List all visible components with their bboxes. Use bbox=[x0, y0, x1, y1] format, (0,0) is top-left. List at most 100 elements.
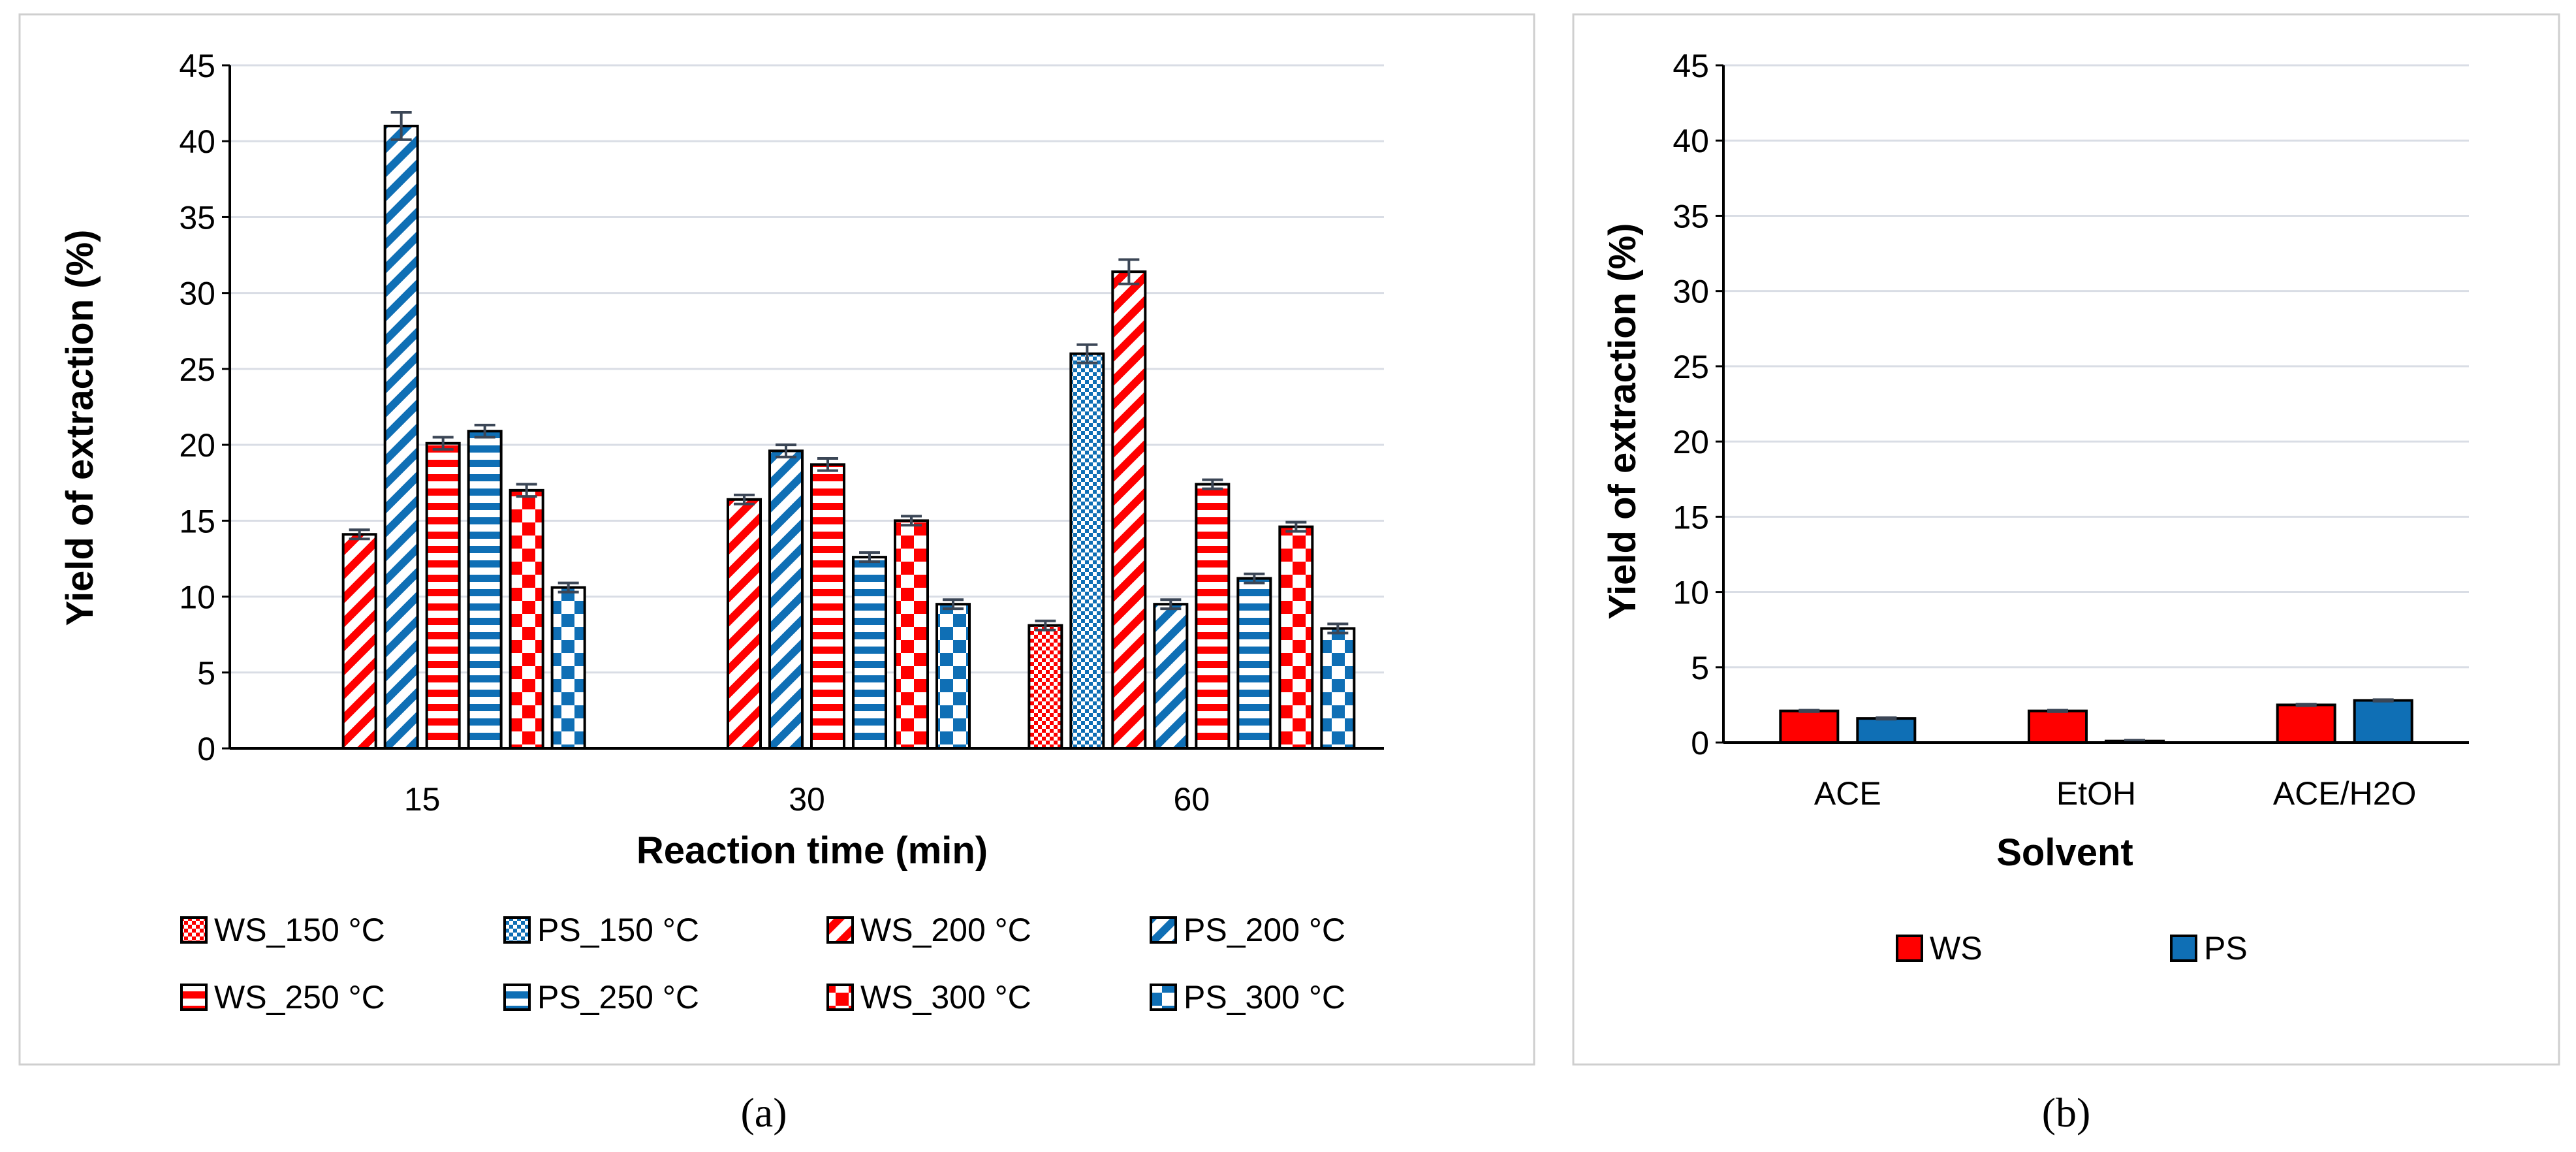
pa-error-bar-ps-300-c-15 bbox=[558, 581, 579, 594]
pa-legend-label-ps-250-c: PS_250 °C bbox=[537, 979, 699, 1016]
pa-y-tick-20: 20 bbox=[179, 427, 215, 464]
pa-y-tick-25: 25 bbox=[179, 351, 215, 388]
pb-y-tick-25: 25 bbox=[1673, 349, 1709, 385]
pa-error-bar-ws-300-c-30 bbox=[901, 515, 922, 527]
pa-legend-label-ps-200-c: PS_200 °C bbox=[1184, 912, 1345, 948]
pa-error-bar-ws-250-c-60 bbox=[1202, 478, 1223, 490]
pb-error-bar-ps-ace-h2o bbox=[2372, 698, 2394, 703]
panel-a-y-tick-labels: 0 5 10 15 20 25 30 35 40 45 bbox=[179, 48, 215, 767]
pa-legend-swatch-ws-200-c bbox=[826, 916, 854, 944]
pa-bar-ps-200-c-60 bbox=[1153, 603, 1189, 750]
pa-y-tick-35: 35 bbox=[179, 199, 215, 236]
pb-y-tick-10: 10 bbox=[1673, 575, 1709, 611]
pa-bar-ps-300-c-60 bbox=[1320, 627, 1356, 750]
panel-b-legend: WS PS bbox=[1896, 930, 2248, 967]
pb-x-tick-ace: ACE bbox=[1814, 775, 1881, 812]
pa-error-bar-ps-250-c-30 bbox=[859, 551, 880, 564]
pa-legend-swatch-ps-300-c bbox=[1150, 984, 1177, 1011]
pa-bar-ps-300-c-15 bbox=[550, 586, 586, 750]
pb-legend-item-ws: WS bbox=[1896, 930, 1983, 967]
pb-y-tick-30: 30 bbox=[1673, 274, 1709, 310]
pb-bar-ws-ace bbox=[1779, 709, 1840, 744]
pa-error-bar-ws-250-c-30 bbox=[817, 457, 838, 472]
pa-bar-ps-250-c-60 bbox=[1236, 577, 1272, 750]
pa-legend-label-ws-300-c: WS_300 °C bbox=[860, 979, 1031, 1016]
panel-b-frame bbox=[1572, 13, 2560, 1066]
pa-bar-ps-200-c-30 bbox=[768, 449, 804, 750]
pa-y-tick-30: 30 bbox=[179, 276, 215, 312]
pb-error-bar-ws-ace-h2o bbox=[2295, 703, 2317, 707]
panel-a-x-tick-labels: 15 30 60 bbox=[404, 781, 1210, 818]
pb-x-tick-etoh: EtOH bbox=[2056, 775, 2136, 812]
pa-error-bar-ps-200-c-60 bbox=[1160, 598, 1182, 611]
panel-b-x-axis-title: Solvent bbox=[1996, 831, 2133, 874]
pb-legend-item-ps: PS bbox=[2170, 930, 2248, 967]
pb-x-tick-ace-h2o: ACE/H2O bbox=[2273, 775, 2417, 812]
pa-legend-swatch-ws-250-c bbox=[180, 984, 208, 1011]
panel-a-chart: 0 5 10 15 20 25 30 35 40 45 15 30 60 Yield of extra… bbox=[59, 48, 1384, 1016]
pa-error-bar-ps-150-c-60 bbox=[1076, 343, 1098, 364]
pa-error-bar-ws-200-c-15 bbox=[349, 528, 370, 541]
pa-bar-ps-250-c-30 bbox=[852, 556, 887, 750]
panel-b-gridlines bbox=[1723, 64, 2469, 669]
panel-a-x-axis-title: Reaction time (min) bbox=[636, 829, 988, 872]
pb-y-tick-20: 20 bbox=[1673, 424, 1709, 460]
pa-y-tick-0: 0 bbox=[197, 731, 215, 767]
pb-y-tick-5: 5 bbox=[1691, 650, 1709, 686]
panel-b-y-axis-title: Yield of extraction (%) bbox=[1601, 223, 1644, 620]
pa-legend-swatch-ws-150-c bbox=[180, 916, 208, 944]
pa-legend-item-ws-200-c: WS_200 °C bbox=[826, 912, 1031, 948]
pb-y-tick-15: 15 bbox=[1673, 499, 1709, 536]
pa-error-bar-ps-200-c-15 bbox=[390, 111, 412, 141]
pb-y-tick-0: 0 bbox=[1691, 725, 1709, 761]
pb-bar-ps-ace-h2o bbox=[2353, 699, 2413, 744]
pb-y-tick-40: 40 bbox=[1673, 123, 1709, 159]
pa-x-tick-30: 30 bbox=[789, 781, 825, 818]
pa-legend-item-ws-250-c: WS_250 °C bbox=[180, 979, 385, 1016]
pa-x-tick-60: 60 bbox=[1174, 781, 1210, 818]
pa-error-bar-ps-250-c-60 bbox=[1244, 572, 1265, 584]
pa-legend-label-ws-150-c: WS_150 °C bbox=[214, 912, 385, 948]
pb-legend-swatch-ps bbox=[2170, 935, 2197, 962]
pa-bar-ws-200-c-15 bbox=[341, 533, 377, 750]
pa-error-bar-ps-250-c-15 bbox=[474, 423, 495, 439]
pa-error-bar-ws-150-c-60 bbox=[1035, 619, 1056, 632]
pa-legend-item-ps-150-c: PS_150 °C bbox=[503, 912, 699, 948]
pb-bar-ws-etoh bbox=[2028, 709, 2088, 744]
pa-legend-item-ws-150-c: WS_150 °C bbox=[180, 912, 385, 948]
pa-legend-item-ps-300-c: PS_300 °C bbox=[1150, 979, 1345, 1016]
pb-error-bar-ws-etoh bbox=[2047, 709, 2068, 713]
pa-legend-label-ps-300-c: PS_300 °C bbox=[1184, 979, 1345, 1016]
pa-y-tick-5: 5 bbox=[197, 655, 215, 692]
pa-legend-swatch-ps-150-c bbox=[503, 916, 531, 944]
pa-bar-ps-200-c-15 bbox=[383, 124, 419, 750]
pb-bar-ps-ace bbox=[1856, 717, 1917, 744]
pa-bar-ws-300-c-15 bbox=[509, 488, 544, 750]
panel-a-legend: WS_150 °C PS_150 °C WS_200 °C PS_200 °C WS_2… bbox=[180, 912, 1345, 1016]
pa-legend-label-ws-250-c: WS_250 °C bbox=[214, 979, 385, 1016]
pa-bar-ws-250-c-15 bbox=[425, 441, 461, 750]
pa-legend-swatch-ws-300-c bbox=[826, 984, 854, 1011]
pb-y-tick-45: 45 bbox=[1673, 48, 1709, 84]
pa-y-tick-10: 10 bbox=[179, 579, 215, 616]
pa-x-tick-15: 15 bbox=[404, 781, 441, 818]
pa-y-tick-15: 15 bbox=[179, 503, 215, 539]
panel-a-caption: (a) bbox=[740, 1089, 787, 1136]
pa-legend-item-ws-300-c: WS_300 °C bbox=[826, 979, 1031, 1016]
pa-bar-ws-300-c-30 bbox=[894, 519, 929, 750]
pb-y-tick-35: 35 bbox=[1673, 198, 1709, 234]
panel-a-y-axis-title: Yield of extraction (%) bbox=[59, 230, 101, 626]
pa-y-tick-40: 40 bbox=[179, 123, 215, 160]
pa-error-bar-ws-200-c-30 bbox=[734, 493, 755, 505]
pa-bar-ps-150-c-60 bbox=[1069, 352, 1105, 750]
pa-error-bar-ws-300-c-15 bbox=[516, 483, 537, 498]
pa-error-bar-ws-200-c-60 bbox=[1118, 258, 1140, 285]
panel-b-axes bbox=[1716, 64, 2469, 744]
panel-b-caption: (b) bbox=[2042, 1089, 2091, 1136]
pa-bar-ws-150-c-60 bbox=[1028, 624, 1063, 750]
panel-b-chart: 0 5 10 15 20 25 30 35 40 45 ACE EtOH ACE/H2O Yield … bbox=[1601, 48, 2469, 967]
pb-legend-label-ws: WS bbox=[1930, 930, 1983, 967]
panel-a-axes bbox=[222, 64, 1384, 750]
pa-bar-ps-300-c-30 bbox=[935, 603, 971, 750]
